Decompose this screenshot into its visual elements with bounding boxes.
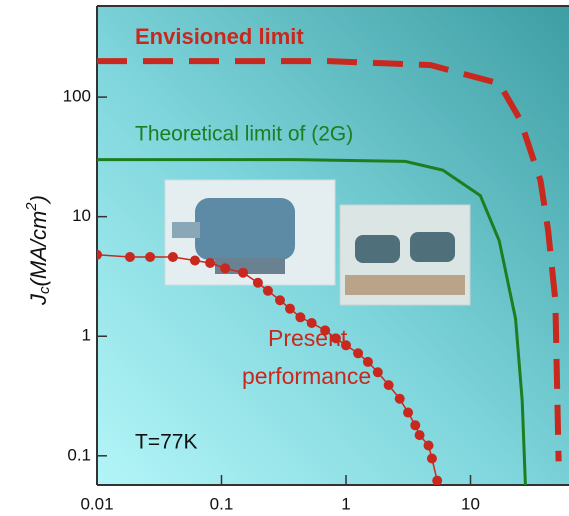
data-point <box>353 348 363 358</box>
data-point <box>373 367 383 377</box>
data-point <box>190 255 200 265</box>
data-point <box>263 286 273 296</box>
y-axis-label: Jc(MA/cm2) <box>23 195 53 306</box>
x-tick-label: 0.1 <box>210 494 234 513</box>
data-point <box>145 252 155 262</box>
data-point <box>253 278 263 288</box>
data-point <box>395 394 405 404</box>
data-point <box>92 250 102 260</box>
series-label: Envisioned limit <box>135 24 304 49</box>
y-tick-label: 1 <box>82 326 91 345</box>
annotation: T=77K <box>135 431 197 454</box>
data-point <box>285 304 295 314</box>
data-point <box>238 268 248 278</box>
chart: Envisioned limit Theoretical limit of (2… <box>0 0 569 516</box>
y-label-part: (MA/cm <box>26 211 51 287</box>
data-point <box>168 252 178 262</box>
data-point <box>384 380 394 390</box>
data-point <box>295 312 305 322</box>
data-point <box>220 263 230 273</box>
series-label: performance <box>242 363 371 389</box>
x-tick-label: 10 <box>461 494 480 513</box>
y-tick-label: 0.1 <box>67 445 91 464</box>
data-point <box>125 252 135 262</box>
photo-generators <box>340 205 470 305</box>
data-point <box>432 476 442 486</box>
photo-motor <box>165 180 335 285</box>
series-label: Present <box>268 325 348 351</box>
series-label: Theoretical limit of (2G) <box>135 123 353 146</box>
data-point <box>424 440 434 450</box>
data-point <box>403 408 413 418</box>
data-point <box>415 430 425 440</box>
page: {"chart_data": {"type": "line", "xscale"… <box>0 0 569 516</box>
x-tick-label: 0.01 <box>80 494 113 513</box>
x-tick-label: 1 <box>341 494 350 513</box>
y-tick-label: 100 <box>63 87 91 106</box>
data-point <box>205 258 215 268</box>
data-point <box>410 420 420 430</box>
y-tick-label: 10 <box>72 206 91 225</box>
data-point <box>427 453 437 463</box>
data-point <box>275 295 285 305</box>
